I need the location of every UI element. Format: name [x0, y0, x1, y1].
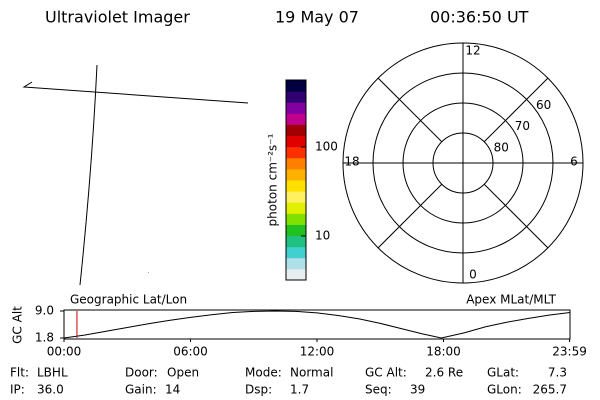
color-band [286, 102, 306, 114]
color-band [286, 168, 306, 181]
x-tick-label: 12:00 [300, 345, 335, 359]
date: 19 May 07 [275, 8, 359, 27]
info-value: Normal [290, 366, 333, 380]
color-band [286, 135, 306, 148]
color-band [286, 124, 306, 137]
lat-label: 70 [515, 119, 530, 133]
info-label: GLat: [487, 366, 519, 380]
info-label: Dsp: [245, 383, 272, 397]
mlt-label: 6 [570, 155, 578, 169]
polar-spoke [483, 77, 549, 143]
polar-spoke [483, 183, 549, 249]
lat-ring [372, 72, 554, 254]
geo-line [22, 81, 249, 104]
y-tick-label: 1.8 [35, 331, 54, 345]
color-band [286, 213, 306, 225]
info-value: 7.3 [548, 366, 567, 380]
x-tick-label: 06:00 [173, 345, 208, 359]
color-band [286, 268, 306, 281]
info-value: 36.0 [37, 383, 64, 397]
info-value: 265.7 [533, 383, 567, 397]
geo-line [79, 64, 98, 286]
mlt-label: 12 [465, 44, 480, 58]
color-band [286, 191, 306, 203]
info-label: Gain: [125, 383, 157, 397]
info-value: 1.7 [290, 383, 309, 397]
x-tick-label: 23:59 [552, 345, 587, 359]
info-value: 2.6 Re [425, 366, 463, 380]
instrument: Ultraviolet Imager [45, 8, 190, 27]
color-band [286, 113, 306, 125]
info-value: LBHL [37, 366, 68, 380]
time: 00:36:50 UT [430, 8, 529, 27]
info-label: Seq: [365, 383, 392, 397]
info-label: GC Alt: [365, 366, 407, 380]
polar-spoke [377, 77, 443, 143]
polar-spoke [377, 183, 443, 249]
color-band [286, 157, 306, 170]
lat-label: 80 [494, 140, 509, 154]
info-label: Flt: [10, 366, 29, 380]
geo-panel [22, 64, 249, 286]
colorbar-tick-label: 10 [315, 228, 330, 242]
y-tick-label: 9.0 [35, 304, 54, 318]
right-label: Apex MLat/MLT [466, 293, 556, 307]
x-tick-label: 18:00 [426, 345, 461, 359]
color-band [286, 202, 306, 214]
color-band [286, 257, 306, 270]
y-axis-label: GC Alt [11, 306, 25, 344]
info-value: 39 [410, 383, 425, 397]
mlt-label: 18 [344, 155, 359, 169]
colorbar-frame [285, 79, 307, 281]
color-band [286, 246, 306, 259]
info-value: Open [167, 366, 199, 380]
color-band [286, 146, 306, 159]
x-tick-label: 00:00 [47, 345, 82, 359]
info-label: IP: [10, 383, 25, 397]
left-label: Geographic Lat/Lon [70, 293, 187, 307]
color-band [286, 180, 306, 192]
info-label: GLon: [487, 383, 522, 397]
info-value: 14 [165, 383, 180, 397]
mlt-label: 0 [469, 268, 477, 282]
lat-ring [432, 132, 494, 194]
info-label: Mode: [245, 366, 282, 380]
geo-dot [148, 272, 149, 273]
lat-label: 60 [536, 98, 551, 112]
info-label: Door: [125, 366, 158, 380]
color-band [286, 235, 306, 248]
color-band [286, 80, 306, 92]
colorbar-label: photon cm⁻²s⁻¹ [266, 133, 280, 226]
lat-ring [402, 102, 524, 224]
altitude-line [63, 310, 571, 339]
color-band [286, 224, 306, 237]
color-band [286, 91, 306, 103]
colorbar-tick-label: 100 [315, 139, 338, 153]
